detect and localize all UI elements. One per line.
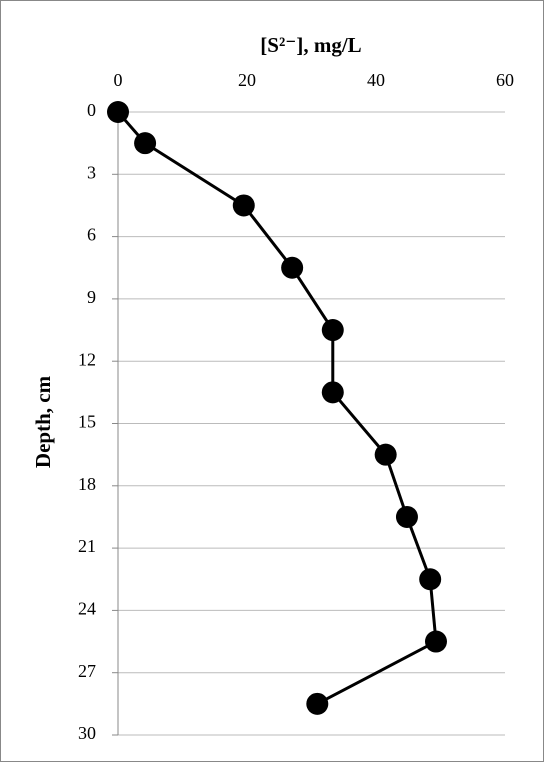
x-tick-label: 20 <box>238 70 256 90</box>
y-axis-title: Depth, cm <box>31 375 55 468</box>
data-point <box>107 101 129 123</box>
y-tick-label: 30 <box>78 723 96 743</box>
data-point <box>281 256 304 279</box>
y-tick-label: 24 <box>78 599 96 619</box>
y-tick-label: 6 <box>87 225 96 245</box>
y-tick-label: 0 <box>87 100 96 120</box>
x-tick-label: 40 <box>367 70 385 90</box>
data-point <box>374 443 397 466</box>
y-tick-label: 15 <box>78 412 96 432</box>
data-point <box>424 630 447 653</box>
data-point <box>306 692 329 715</box>
x-tick-label: 60 <box>496 70 514 90</box>
y-tick-label: 9 <box>87 287 96 307</box>
y-tick-label: 18 <box>78 474 96 494</box>
y-tick-label: 21 <box>78 536 96 556</box>
data-point <box>419 568 442 591</box>
y-tick-label: 27 <box>78 661 96 681</box>
data-point <box>321 381 344 404</box>
data-point <box>321 319 344 342</box>
data-point <box>134 132 157 155</box>
x-axis-title: [S²⁻], mg/L <box>260 33 361 57</box>
x-tick-label: 0 <box>114 70 123 90</box>
y-tick-label: 12 <box>78 349 96 369</box>
data-point <box>395 505 418 528</box>
y-tick-label: 3 <box>87 162 96 182</box>
data-point <box>232 194 255 217</box>
